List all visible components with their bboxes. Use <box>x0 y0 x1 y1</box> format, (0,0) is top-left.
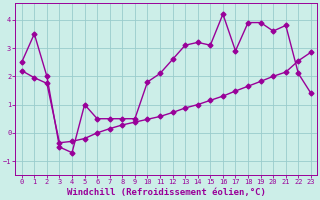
X-axis label: Windchill (Refroidissement éolien,°C): Windchill (Refroidissement éolien,°C) <box>67 188 266 197</box>
